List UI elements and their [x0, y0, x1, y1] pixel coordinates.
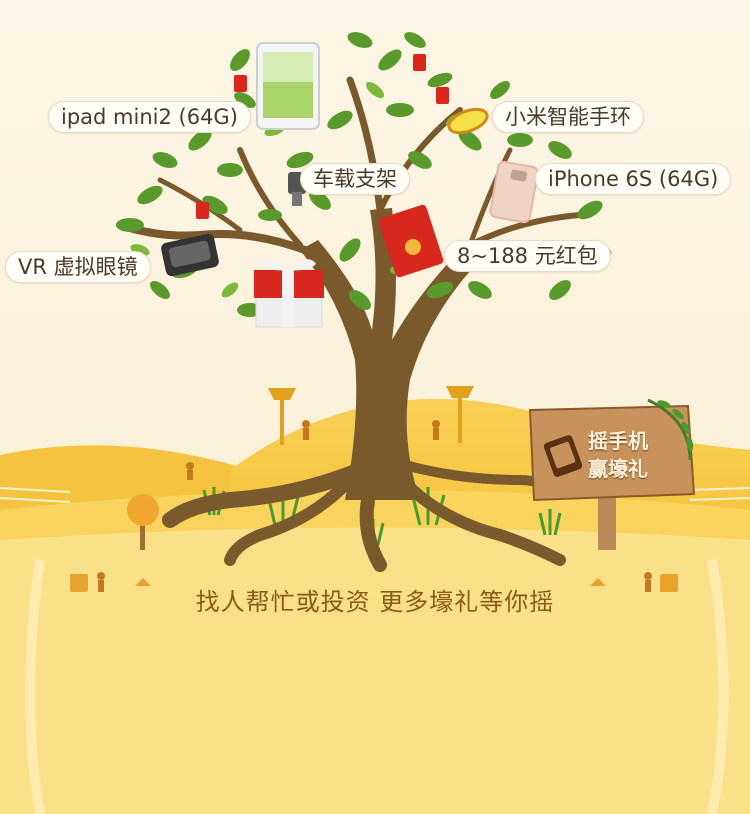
prize-label-vr: VR 虚拟眼镜 [5, 251, 151, 283]
red-envelope-icon [196, 202, 209, 219]
phone-icon [489, 160, 539, 224]
ground [0, 527, 750, 814]
red-envelope-icon [234, 75, 247, 92]
prize-label-red-packet: 8~188 元红包 [444, 240, 611, 272]
prize-label-iphone: iPhone 6S (64G) [535, 163, 732, 195]
prize-label-ipad: ipad mini2 (64G) [48, 101, 251, 133]
red-envelope-icon [436, 87, 449, 104]
tablet-icon [256, 42, 320, 130]
sign-line-1: 摇手机 [588, 429, 648, 453]
tree-trunk [300, 208, 486, 500]
fitness-band-icon [447, 107, 489, 135]
gift-box-icon [254, 259, 324, 328]
prize-label-car-mount: 车载支架 [300, 163, 410, 195]
shake-hand-icon [543, 435, 583, 477]
slogan-text: 找人帮忙或投资 更多壕礼等你摇 [195, 588, 555, 616]
vr-headset-icon [161, 233, 219, 277]
wooden-sign [528, 398, 696, 550]
red-envelope-icon [378, 204, 444, 278]
prize-label-mi-band: 小米智能手环 [492, 101, 644, 133]
sign-line-2: 赢壕礼 [588, 457, 648, 481]
red-envelope-icon [413, 54, 426, 71]
small-tree [127, 494, 159, 550]
